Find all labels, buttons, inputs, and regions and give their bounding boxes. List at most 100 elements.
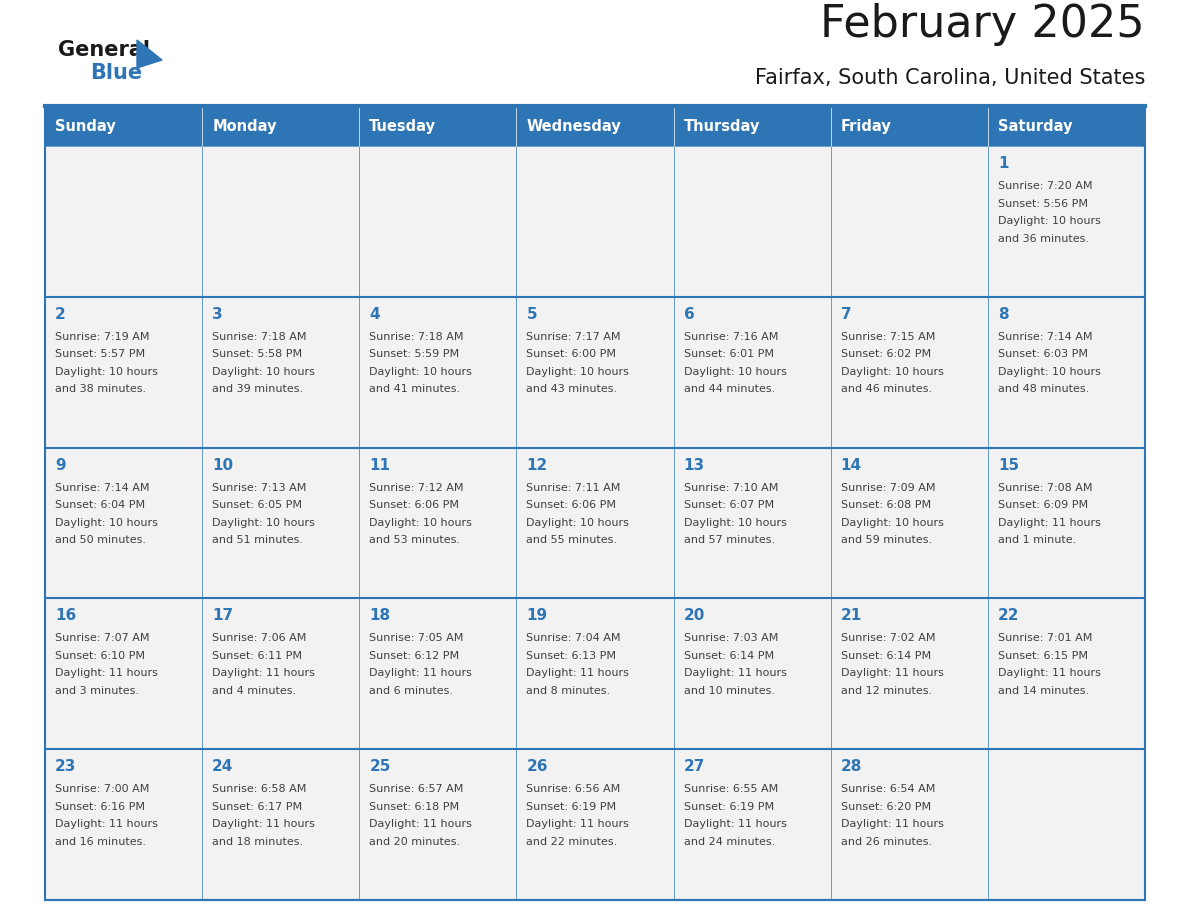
Text: Sunset: 6:15 PM: Sunset: 6:15 PM [998,651,1088,661]
Text: 7: 7 [841,307,852,322]
Text: 21: 21 [841,609,862,623]
Bar [202,146,359,297]
Text: Daylight: 11 hours: Daylight: 11 hours [683,668,786,678]
Text: Daylight: 11 hours: Daylight: 11 hours [841,819,943,829]
Text: Daylight: 10 hours: Daylight: 10 hours [998,367,1101,376]
Bar [202,749,359,900]
Text: 18: 18 [369,609,391,623]
Text: Sunset: 6:12 PM: Sunset: 6:12 PM [369,651,460,661]
Text: Sunrise: 7:08 AM: Sunrise: 7:08 AM [998,483,1092,493]
Text: 15: 15 [998,457,1019,473]
Text: and 36 minutes.: and 36 minutes. [998,233,1089,243]
Text: 19: 19 [526,609,548,623]
Text: Thursday: Thursday [683,118,760,133]
Text: Daylight: 10 hours: Daylight: 10 hours [683,367,786,376]
Text: Sunrise: 7:07 AM: Sunrise: 7:07 AM [55,633,150,644]
Text: 26: 26 [526,759,548,774]
Text: 6: 6 [683,307,694,322]
Text: Daylight: 11 hours: Daylight: 11 hours [55,668,158,678]
Text: Sunset: 6:19 PM: Sunset: 6:19 PM [683,801,773,812]
Text: 22: 22 [998,609,1019,623]
Bar [517,106,674,146]
Text: Sunset: 6:13 PM: Sunset: 6:13 PM [526,651,617,661]
Text: Sunrise: 6:55 AM: Sunrise: 6:55 AM [683,784,778,794]
Text: Sunrise: 7:00 AM: Sunrise: 7:00 AM [55,784,150,794]
Text: Fairfax, South Carolina, United States: Fairfax, South Carolina, United States [754,68,1145,88]
Text: General: General [58,40,150,60]
Bar [359,749,517,900]
Text: and 6 minutes.: and 6 minutes. [369,686,454,696]
Text: Daylight: 11 hours: Daylight: 11 hours [213,668,315,678]
Text: Saturday: Saturday [998,118,1073,133]
Text: Sunrise: 7:19 AM: Sunrise: 7:19 AM [55,331,150,341]
Text: Monday: Monday [213,118,277,133]
Text: 17: 17 [213,609,233,623]
Bar [674,146,830,297]
Text: and 26 minutes.: and 26 minutes. [841,836,931,846]
Text: Sunset: 6:10 PM: Sunset: 6:10 PM [55,651,145,661]
Bar [988,448,1145,599]
Text: and 55 minutes.: and 55 minutes. [526,535,618,545]
Bar [517,749,674,900]
Bar [359,448,517,599]
Text: Sunrise: 7:16 AM: Sunrise: 7:16 AM [683,331,778,341]
Text: 16: 16 [55,609,76,623]
Text: Sunrise: 7:06 AM: Sunrise: 7:06 AM [213,633,307,644]
Text: Friday: Friday [841,118,891,133]
Text: 11: 11 [369,457,391,473]
Text: Daylight: 11 hours: Daylight: 11 hours [369,819,472,829]
Text: Sunrise: 7:17 AM: Sunrise: 7:17 AM [526,331,621,341]
Bar [45,297,202,448]
Bar [830,146,988,297]
Text: and 53 minutes.: and 53 minutes. [369,535,460,545]
Text: Sunset: 6:20 PM: Sunset: 6:20 PM [841,801,931,812]
Text: and 44 minutes.: and 44 minutes. [683,385,775,395]
Text: Sunset: 6:04 PM: Sunset: 6:04 PM [55,500,145,510]
Text: and 59 minutes.: and 59 minutes. [841,535,931,545]
Text: Sunset: 6:02 PM: Sunset: 6:02 PM [841,350,931,359]
Bar [988,146,1145,297]
Bar [45,599,202,749]
Text: Sunset: 6:14 PM: Sunset: 6:14 PM [841,651,931,661]
Bar [45,106,202,146]
Text: and 57 minutes.: and 57 minutes. [683,535,775,545]
Text: Daylight: 10 hours: Daylight: 10 hours [213,518,315,528]
Bar [45,146,202,297]
Text: Sunset: 6:14 PM: Sunset: 6:14 PM [683,651,773,661]
Text: and 46 minutes.: and 46 minutes. [841,385,931,395]
Bar [359,599,517,749]
Text: and 43 minutes.: and 43 minutes. [526,385,618,395]
Text: 2: 2 [55,307,65,322]
Text: Sunrise: 7:13 AM: Sunrise: 7:13 AM [213,483,307,493]
Text: Daylight: 10 hours: Daylight: 10 hours [526,367,630,376]
Text: Daylight: 10 hours: Daylight: 10 hours [998,216,1101,226]
Text: and 39 minutes.: and 39 minutes. [213,385,303,395]
Text: Sunset: 6:06 PM: Sunset: 6:06 PM [526,500,617,510]
Text: Daylight: 10 hours: Daylight: 10 hours [55,518,158,528]
Text: February 2025: February 2025 [821,3,1145,46]
Text: Daylight: 11 hours: Daylight: 11 hours [683,819,786,829]
Bar [830,106,988,146]
Text: Sunrise: 6:57 AM: Sunrise: 6:57 AM [369,784,463,794]
Bar [45,749,202,900]
Text: 8: 8 [998,307,1009,322]
Text: Sunset: 5:57 PM: Sunset: 5:57 PM [55,350,145,359]
Text: Daylight: 10 hours: Daylight: 10 hours [55,367,158,376]
Bar [988,106,1145,146]
Text: Sunset: 6:11 PM: Sunset: 6:11 PM [213,651,302,661]
Text: Tuesday: Tuesday [369,118,436,133]
Text: and 24 minutes.: and 24 minutes. [683,836,775,846]
Bar [517,297,674,448]
Text: Sunrise: 7:09 AM: Sunrise: 7:09 AM [841,483,935,493]
Text: Sunset: 5:58 PM: Sunset: 5:58 PM [213,350,302,359]
Text: Sunrise: 7:14 AM: Sunrise: 7:14 AM [998,331,1092,341]
Text: Sunrise: 7:20 AM: Sunrise: 7:20 AM [998,181,1092,191]
Text: and 18 minutes.: and 18 minutes. [213,836,303,846]
Text: 10: 10 [213,457,233,473]
Text: Sunrise: 7:05 AM: Sunrise: 7:05 AM [369,633,463,644]
Bar [674,448,830,599]
Text: Daylight: 11 hours: Daylight: 11 hours [369,668,472,678]
Text: Wednesday: Wednesday [526,118,621,133]
Text: 5: 5 [526,307,537,322]
Text: 25: 25 [369,759,391,774]
